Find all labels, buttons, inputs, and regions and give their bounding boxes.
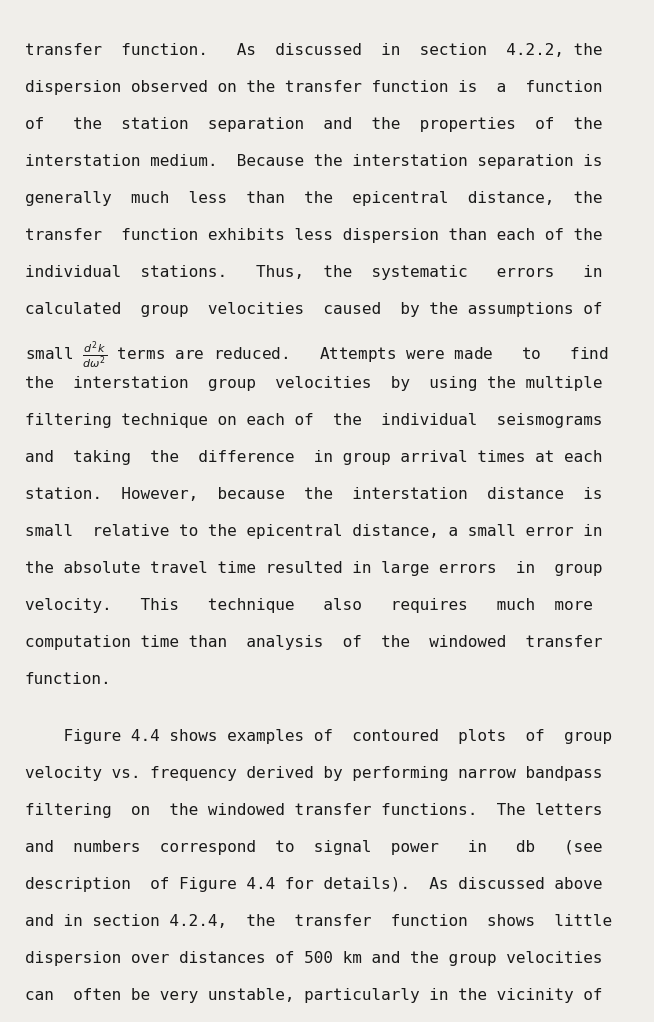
Text: the  interstation  group  velocities  by  using the multiple: the interstation group velocities by usi… (25, 376, 602, 391)
Text: transfer  function exhibits less dispersion than each of the: transfer function exhibits less dispersi… (25, 228, 602, 243)
Text: calculated  group  velocities  caused  by the assumptions of: calculated group velocities caused by th… (25, 301, 602, 317)
Text: individual  stations.   Thus,  the  systematic   errors   in: individual stations. Thus, the systemati… (25, 265, 602, 280)
Text: the absolute travel time resulted in large errors  in  group: the absolute travel time resulted in lar… (25, 561, 602, 576)
Text: station.  However,  because  the  interstation  distance  is: station. However, because the interstati… (25, 487, 602, 502)
Text: small  relative to the epicentral distance, a small error in: small relative to the epicentral distanc… (25, 524, 602, 539)
Text: generally  much  less  than  the  epicentral  distance,  the: generally much less than the epicentral … (25, 191, 602, 206)
Text: velocity vs. frequency derived by performing narrow bandpass: velocity vs. frequency derived by perfor… (25, 766, 602, 782)
Text: and  taking  the  difference  in group arrival times at each: and taking the difference in group arriv… (25, 450, 602, 465)
Text: Figure 4.4 shows examples of  contoured  plots  of  group: Figure 4.4 shows examples of contoured p… (25, 730, 612, 744)
Text: velocity.   This   technique   also   requires   much  more: velocity. This technique also requires m… (25, 598, 593, 613)
Text: can  often be very unstable, particularly in the vicinity of: can often be very unstable, particularly… (25, 988, 602, 1004)
Text: filtering technique on each of  the  individual  seismograms: filtering technique on each of the indiv… (25, 413, 602, 428)
Text: computation time than  analysis  of  the  windowed  transfer: computation time than analysis of the wi… (25, 635, 602, 650)
Text: function.: function. (25, 672, 112, 687)
Text: of   the  station  separation  and  the  properties  of  the: of the station separation and the proper… (25, 117, 602, 132)
Text: small $\frac{d^2k}{d\omega^2}$ terms are reduced.   Attempts were made   to   fi: small $\frac{d^2k}{d\omega^2}$ terms are… (25, 339, 609, 371)
Text: and  numbers  correspond  to  signal  power   in   db   (see: and numbers correspond to signal power i… (25, 840, 602, 855)
Text: transfer  function.   As  discussed  in  section  4.2.2, the: transfer function. As discussed in secti… (25, 43, 602, 58)
Text: dispersion observed on the transfer function is  a  function: dispersion observed on the transfer func… (25, 80, 602, 95)
Text: description  of Figure 4.4 for details).  As discussed above: description of Figure 4.4 for details). … (25, 877, 602, 892)
Text: interstation medium.  Because the interstation separation is: interstation medium. Because the interst… (25, 154, 602, 169)
Text: and in section 4.2.4,  the  transfer  function  shows  little: and in section 4.2.4, the transfer funct… (25, 915, 612, 929)
Text: dispersion over distances of 500 km and the group velocities: dispersion over distances of 500 km and … (25, 951, 602, 967)
Text: filtering  on  the windowed transfer functions.  The letters: filtering on the windowed transfer funct… (25, 803, 602, 819)
